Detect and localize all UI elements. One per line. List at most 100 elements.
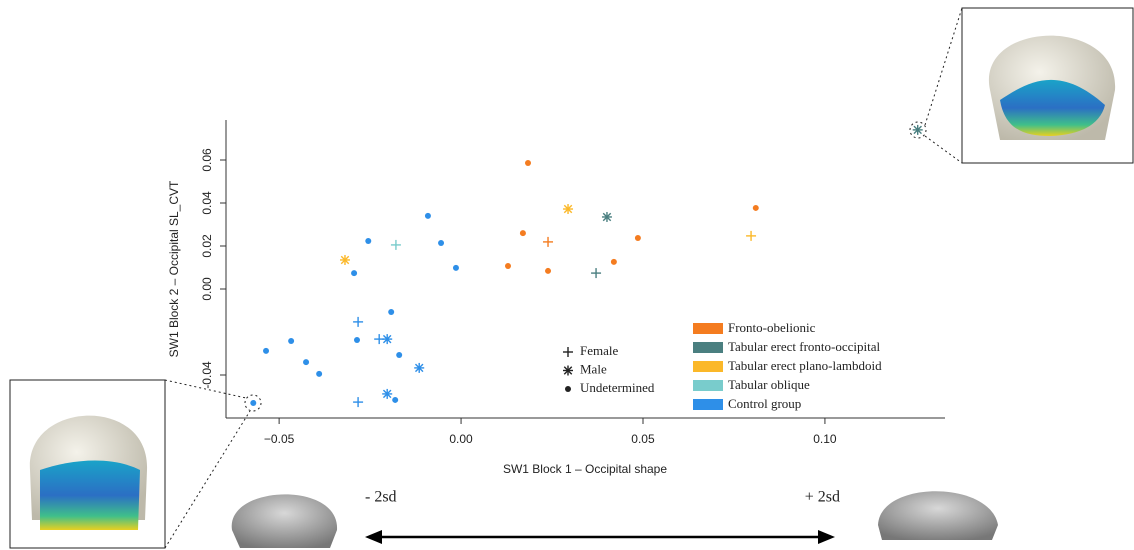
- dot: [424, 212, 431, 219]
- x-tick-label: 0.00: [449, 432, 473, 446]
- point: [388, 309, 395, 316]
- dot: [392, 396, 399, 403]
- y-tick-label: 0.04: [200, 191, 214, 215]
- stroke: [563, 366, 573, 375]
- legend-swatch: [693, 323, 723, 334]
- stroke: [382, 389, 392, 399]
- dot: [752, 204, 759, 211]
- point: [438, 239, 445, 246]
- legend-label: Control group: [728, 396, 801, 411]
- legend-swatch: [693, 380, 723, 391]
- point: [353, 397, 364, 408]
- dot: [263, 347, 270, 354]
- point: [288, 338, 295, 345]
- dot: [353, 336, 360, 343]
- dot: [316, 370, 323, 377]
- dot: [438, 239, 445, 246]
- dot: [545, 267, 552, 274]
- legend-marker: [563, 347, 573, 357]
- point: [912, 124, 923, 135]
- point: [390, 239, 401, 250]
- dot: [288, 338, 295, 345]
- y-tick-label: 0.00: [200, 277, 214, 301]
- dot: [504, 262, 511, 269]
- point: [392, 396, 399, 403]
- dot: [525, 160, 532, 167]
- callout-lines: [164, 7, 963, 549]
- stroke: [563, 204, 573, 214]
- point: [382, 388, 393, 399]
- point: [634, 235, 641, 242]
- legend-swatch: [693, 399, 723, 410]
- point: [263, 347, 270, 354]
- point: [353, 336, 360, 343]
- point: [563, 204, 574, 215]
- arrow: [365, 530, 835, 544]
- legend-label: Male: [580, 361, 607, 376]
- point: [365, 238, 372, 245]
- point: [374, 334, 385, 345]
- x-tick-label: 0.10: [813, 432, 837, 446]
- x-axis-label: SW1 Block 1 – Occipital shape: [503, 462, 667, 476]
- dot: [351, 270, 358, 277]
- point: [303, 359, 310, 366]
- dot: [610, 258, 617, 265]
- stroke: [414, 363, 424, 373]
- legend-label: Tabular erect plano-lambdoid: [728, 358, 882, 373]
- legend-label: Tabular erect fronto-occipital: [728, 339, 881, 354]
- legend-swatch: [693, 361, 723, 372]
- point: [746, 230, 757, 241]
- y-tick-label: 0.02: [200, 234, 214, 258]
- stroke: [602, 212, 612, 222]
- point: [396, 352, 403, 359]
- right-inset: [961, 7, 1134, 164]
- y-tick-label: -0.04: [200, 361, 214, 389]
- shape-plus: [878, 491, 998, 540]
- dot: [634, 235, 641, 242]
- legend-label: Fronto-obelionic: [728, 320, 816, 335]
- shape-minus: [231, 494, 338, 548]
- x-tick-label: 0.05: [631, 432, 655, 446]
- stroke: [913, 125, 922, 135]
- dot: [565, 386, 571, 392]
- point: [601, 211, 612, 222]
- legend-label: Female: [580, 343, 618, 358]
- y-axis-label: SW1 Block 2 – Occipital SL_CVT: [167, 180, 181, 357]
- point: [452, 264, 459, 271]
- point: [525, 160, 532, 167]
- dot: [519, 230, 526, 237]
- dot: [365, 238, 372, 245]
- arrow-right-label: + 2sd: [805, 489, 840, 506]
- dot: [388, 309, 395, 316]
- point: [351, 270, 358, 277]
- dot: [396, 352, 403, 359]
- legend-marker: [565, 386, 571, 392]
- point: [610, 258, 617, 265]
- legend-swatch: [693, 342, 723, 353]
- point: [591, 268, 602, 279]
- point: [519, 230, 526, 237]
- point: [414, 362, 425, 373]
- x-tick-label: −0.05: [264, 432, 295, 446]
- dot: [452, 264, 459, 271]
- dot: [303, 359, 310, 366]
- y-tick-label: 0.06: [200, 148, 214, 172]
- dot: [250, 399, 257, 406]
- point: [543, 236, 554, 247]
- arrow-left-label: - 2sd: [365, 489, 397, 506]
- point: [545, 267, 552, 274]
- point: [339, 254, 350, 265]
- point: [504, 262, 511, 269]
- point: [316, 370, 323, 377]
- left-inset: [9, 379, 166, 549]
- point: [752, 204, 759, 211]
- point: [250, 399, 257, 406]
- legend-label: Undetermined: [580, 380, 655, 395]
- stroke: [382, 334, 392, 344]
- point: [353, 316, 364, 327]
- stroke: [340, 255, 350, 265]
- legend-marker: [563, 365, 573, 376]
- legend-label: Tabular oblique: [728, 377, 810, 392]
- point: [424, 212, 431, 219]
